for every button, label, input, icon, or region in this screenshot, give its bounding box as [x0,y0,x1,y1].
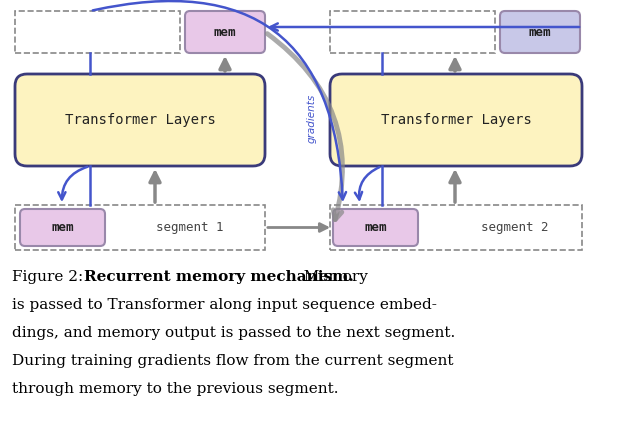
Bar [330,205,582,250]
Text: mem: mem [51,221,74,234]
Text: gradients: gradients [307,93,317,143]
Text: mem: mem [364,221,387,234]
FancyBboxPatch shape [15,74,265,166]
FancyArrowPatch shape [93,1,346,199]
Text: Transformer Layers: Transformer Layers [381,113,531,127]
Text: During training gradients flow from the current segment: During training gradients flow from the … [12,354,453,368]
Text: mem: mem [214,26,236,39]
Text: segment 1: segment 1 [156,221,224,234]
FancyBboxPatch shape [330,74,582,166]
FancyBboxPatch shape [333,209,418,246]
Text: dings, and memory output is passed to the next segment.: dings, and memory output is passed to th… [12,326,455,340]
Text: through memory to the previous segment.: through memory to the previous segment. [12,382,338,396]
Bar [330,11,495,53]
FancyBboxPatch shape [185,11,265,53]
Text: Transformer Layers: Transformer Layers [65,113,215,127]
Text: mem: mem [529,26,551,39]
Bar [15,205,265,250]
Text: segment 2: segment 2 [481,221,549,234]
Text: is passed to Transformer along input sequence embed-: is passed to Transformer along input seq… [12,298,437,312]
Text: Figure 2:: Figure 2: [12,270,93,284]
Text: Recurrent memory mechanism.: Recurrent memory mechanism. [84,270,354,284]
Bar [15,11,180,53]
FancyBboxPatch shape [500,11,580,53]
FancyArrowPatch shape [267,34,343,220]
Text: Memory: Memory [294,270,368,284]
FancyBboxPatch shape [20,209,105,246]
